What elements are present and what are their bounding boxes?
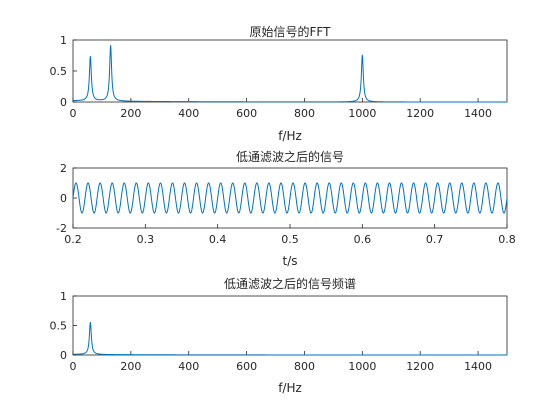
y-tick-label: 0.5 (50, 65, 68, 78)
x-tick-label: 0.5 (281, 233, 299, 246)
x-tick-label: 0.4 (209, 233, 227, 246)
series-line-spectrum (73, 45, 507, 103)
x-tick-label: 1200 (406, 107, 434, 120)
x-tick-label: 0.3 (137, 233, 155, 246)
y-tick-label: 0 (60, 192, 67, 205)
x-tick-label: 1400 (464, 107, 492, 120)
x-tick-label: 400 (178, 107, 199, 120)
chart-title: 低通滤波之后的信号 (236, 149, 344, 164)
chart-title: 原始信号的FFT (250, 24, 332, 39)
x-axis-ticks: 0 200 400 600 800 1000 1200 1400 (70, 98, 492, 120)
x-tick-label: 800 (294, 107, 315, 120)
y-tick-label: 0 (60, 96, 67, 109)
y-axis-ticks: 00.51 (50, 34, 77, 109)
y-tick-label: 0 (60, 349, 67, 362)
x-tick-label: 800 (294, 360, 315, 373)
x-tick-label: 0.2 (64, 233, 82, 246)
y-axis-ticks: 00.51 (50, 290, 77, 362)
series-line-spectrum (72, 321, 507, 356)
x-tick-label: 0.8 (498, 233, 516, 246)
x-axis-ticks: 0.2 0.3 0.4 0.5 0.6 0.7 0.8 (64, 224, 516, 246)
y-axis-ticks: -2 0 2 (56, 162, 77, 235)
x-tick-label: 600 (236, 360, 257, 373)
subplot-filtered-signal: 低通滤波之后的信号 0.2 0.3 0.4 0.5 0.6 0.7 0.8 -2 0 2 t/s (56, 149, 516, 268)
x-tick-label: 400 (178, 360, 199, 373)
x-tick-label: 1400 (464, 360, 492, 373)
y-tick-label: 2 (60, 162, 67, 175)
x-tick-label: 0 (70, 360, 77, 373)
x-axis-label: f/Hz (278, 381, 302, 395)
series-line-signal (72, 182, 508, 214)
plot-area (72, 39, 508, 103)
y-tick-label: 1 (60, 34, 67, 47)
x-axis-label: t/s (283, 254, 298, 268)
x-tick-label: 200 (120, 360, 141, 373)
chart-title: 低通滤波之后的信号频谱 (224, 276, 356, 291)
x-tick-label: 1200 (406, 360, 434, 373)
plot-area (72, 295, 508, 356)
x-tick-label: 0.7 (426, 233, 444, 246)
subplot-original-fft: 原始信号的FFT 0 200 400 600 800 1000 1200 1400 00.51… (50, 24, 508, 143)
x-axis-ticks: 0 200 400 600 800 1000 1200 1400 (70, 351, 492, 373)
x-tick-label: 0.6 (354, 233, 372, 246)
x-tick-label: 1000 (348, 107, 376, 120)
subplot-filtered-spectrum: 低通滤波之后的信号频谱 0 200 400 600 800 1000 1200 1400 00… (50, 276, 508, 395)
y-tick-label: 0.5 (50, 320, 68, 333)
y-tick-label: 1 (60, 290, 67, 303)
y-tick-label: -2 (56, 222, 67, 235)
x-tick-label: 200 (120, 107, 141, 120)
x-tick-label: 1000 (348, 360, 376, 373)
x-axis-label: f/Hz (278, 129, 302, 143)
x-tick-label: 600 (236, 107, 257, 120)
x-tick-label: 0 (70, 107, 77, 120)
